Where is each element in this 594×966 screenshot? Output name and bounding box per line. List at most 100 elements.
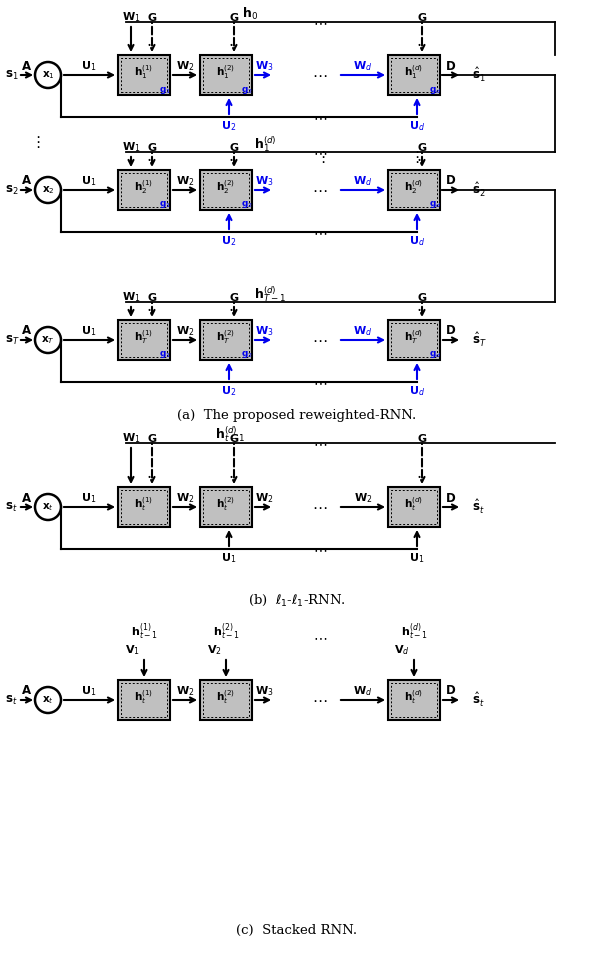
Text: $\mathbf{h}_{t-1}^{(1)}$: $\mathbf{h}_{t-1}^{(1)}$ — [131, 621, 157, 642]
Bar — [203, 323, 249, 357]
Bar — [118, 170, 170, 210]
Text: $\mathbf{U}_2$: $\mathbf{U}_2$ — [222, 119, 236, 133]
Text: $\mathbf{h}_1^{(d)}$: $\mathbf{h}_1^{(d)}$ — [405, 63, 424, 81]
Text: $\mathbf{h}_2^{(2)}$: $\mathbf{h}_2^{(2)}$ — [216, 178, 236, 196]
Text: $\mathbf{G}$: $\mathbf{G}$ — [417, 432, 427, 444]
Bar — [391, 490, 437, 524]
Text: $\cdots$: $\cdots$ — [313, 225, 327, 239]
Bar — [118, 320, 170, 360]
Text: $\cdots$: $\cdots$ — [312, 183, 328, 197]
Text: (b)  $\ell_1$-$\ell_1$-RNN.: (b) $\ell_1$-$\ell_1$-RNN. — [248, 592, 346, 608]
Text: $\mathbf{W}_2$: $\mathbf{W}_2$ — [176, 59, 194, 72]
Ellipse shape — [35, 687, 61, 713]
Text: $\mathbf{W}_3$: $\mathbf{W}_3$ — [255, 174, 273, 188]
Bar — [121, 490, 167, 524]
Text: $\mathbf{h}_{t-1}^{(d)}$: $\mathbf{h}_{t-1}^{(d)}$ — [400, 621, 428, 642]
Text: $\mathbf{W}_d$: $\mathbf{W}_d$ — [353, 325, 372, 338]
Text: (c)  Stacked RNN.: (c) Stacked RNN. — [236, 923, 358, 936]
Text: $\vdots$: $\vdots$ — [30, 134, 40, 150]
Text: $\mathbf{G}$: $\mathbf{G}$ — [147, 432, 157, 444]
Text: $\mathbf{x}_2$: $\mathbf{x}_2$ — [42, 185, 54, 196]
Text: $\mathbf{g}_2$: $\mathbf{g}_2$ — [241, 84, 253, 96]
Text: $\cdots$: $\cdots$ — [313, 110, 327, 124]
Bar — [118, 680, 170, 720]
Text: $\mathbf{D}$: $\mathbf{D}$ — [446, 492, 457, 504]
Text: $\vdots$: $\vdots$ — [315, 149, 325, 165]
Text: $\mathbf{s}_t$: $\mathbf{s}_t$ — [5, 500, 18, 514]
Text: $\mathbf{U}_1$: $\mathbf{U}_1$ — [81, 684, 97, 697]
Text: $\mathbf{W}_3$: $\mathbf{W}_3$ — [255, 325, 273, 338]
Text: $\mathbf{g}_2$: $\mathbf{g}_2$ — [241, 350, 253, 360]
Text: $\mathbf{V}_d$: $\mathbf{V}_d$ — [394, 643, 410, 657]
Text: $\mathbf{U}_1$: $\mathbf{U}_1$ — [409, 551, 425, 565]
Text: $\mathbf{G}$: $\mathbf{G}$ — [229, 291, 239, 303]
Text: $\mathbf{W}_1$: $\mathbf{W}_1$ — [122, 431, 140, 445]
Text: $\hat{\mathbf{s}}_2$: $\hat{\mathbf{s}}_2$ — [472, 181, 485, 199]
Text: $\vdots$: $\vdots$ — [409, 149, 419, 165]
Text: $\mathbf{G}$: $\mathbf{G}$ — [417, 11, 427, 23]
Text: $\mathbf{U}_2$: $\mathbf{U}_2$ — [222, 384, 236, 398]
Text: $\mathbf{h}_{t-1}^{(2)}$: $\mathbf{h}_{t-1}^{(2)}$ — [213, 621, 239, 642]
Text: $\mathbf{s}_1$: $\mathbf{s}_1$ — [5, 69, 18, 81]
Text: $\mathbf{G}$: $\mathbf{G}$ — [147, 291, 157, 303]
Text: $\mathbf{g}_1$: $\mathbf{g}_1$ — [159, 200, 171, 211]
Text: $\mathbf{h}_0$: $\mathbf{h}_0$ — [242, 6, 258, 22]
Text: $\mathbf{h}_1^{(d)}$: $\mathbf{h}_1^{(d)}$ — [254, 134, 276, 154]
Text: $\mathbf{U}_d$: $\mathbf{U}_d$ — [409, 119, 425, 133]
Text: $\mathbf{W}_2$: $\mathbf{W}_2$ — [176, 684, 194, 697]
Text: $\mathbf{g}_2$: $\mathbf{g}_2$ — [241, 200, 253, 211]
Bar — [118, 55, 170, 95]
Text: $\mathbf{G}$: $\mathbf{G}$ — [417, 141, 427, 153]
Text: $\cdots$: $\cdots$ — [312, 500, 328, 514]
Text: $\mathbf{h}_T^{(2)}$: $\mathbf{h}_T^{(2)}$ — [216, 328, 236, 346]
Text: $\cdots$: $\cdots$ — [312, 333, 328, 347]
Bar — [388, 487, 440, 527]
Text: $\mathbf{s}_t$: $\mathbf{s}_t$ — [5, 694, 18, 706]
Text: $\mathbf{h}_T^{(1)}$: $\mathbf{h}_T^{(1)}$ — [134, 328, 154, 346]
Text: $\mathbf{G}$: $\mathbf{G}$ — [147, 141, 157, 153]
Text: $\hat{\mathbf{s}}_t$: $\hat{\mathbf{s}}_t$ — [472, 497, 485, 516]
Text: $\mathbf{g}_d$: $\mathbf{g}_d$ — [429, 84, 441, 96]
Bar — [388, 55, 440, 95]
Text: $\mathbf{G}$: $\mathbf{G}$ — [229, 432, 239, 444]
Text: $\mathbf{h}_1^{(1)}$: $\mathbf{h}_1^{(1)}$ — [134, 63, 154, 81]
Text: $\mathbf{V}_1$: $\mathbf{V}_1$ — [125, 643, 140, 657]
Text: $\mathbf{A}$: $\mathbf{A}$ — [21, 60, 33, 72]
Bar — [121, 683, 167, 717]
Text: $\mathbf{h}_t^{(2)}$: $\mathbf{h}_t^{(2)}$ — [216, 495, 236, 513]
Text: $\mathbf{A}$: $\mathbf{A}$ — [21, 325, 33, 337]
Text: $\mathbf{G}$: $\mathbf{G}$ — [229, 141, 239, 153]
Bar — [391, 58, 437, 92]
Text: $\mathbf{g}_1$: $\mathbf{g}_1$ — [159, 84, 171, 96]
Text: $\mathbf{h}_T^{(d)}$: $\mathbf{h}_T^{(d)}$ — [405, 328, 424, 346]
Text: $\mathbf{g}_1$: $\mathbf{g}_1$ — [159, 350, 171, 360]
Text: $\mathbf{h}_2^{(d)}$: $\mathbf{h}_2^{(d)}$ — [405, 178, 424, 196]
Text: $\hat{\mathbf{s}}_t$: $\hat{\mathbf{s}}_t$ — [472, 691, 485, 709]
Text: $\cdots$: $\cdots$ — [313, 145, 327, 159]
Bar — [200, 170, 252, 210]
Bar — [391, 173, 437, 207]
Text: $\cdots$: $\cdots$ — [312, 693, 328, 707]
Text: $\cdots$: $\cdots$ — [313, 375, 327, 389]
Bar — [203, 490, 249, 524]
Bar — [200, 487, 252, 527]
Text: $\mathbf{U}_1$: $\mathbf{U}_1$ — [81, 59, 97, 72]
Ellipse shape — [35, 494, 61, 520]
Text: $\hat{\mathbf{s}}_1$: $\hat{\mathbf{s}}_1$ — [472, 66, 486, 84]
Text: $\mathbf{g}_d$: $\mathbf{g}_d$ — [429, 200, 441, 211]
Text: $\mathbf{W}_3$: $\mathbf{W}_3$ — [255, 684, 273, 697]
Text: $\mathbf{G}$: $\mathbf{G}$ — [417, 291, 427, 303]
Text: $\mathbf{x}_1$: $\mathbf{x}_1$ — [42, 70, 55, 81]
Ellipse shape — [35, 327, 61, 353]
Text: $\mathbf{x}_t$: $\mathbf{x}_t$ — [42, 501, 54, 513]
Text: $\mathbf{x}_t$: $\mathbf{x}_t$ — [42, 695, 54, 706]
Bar — [200, 320, 252, 360]
Text: $\mathbf{h}_t^{(d)}$: $\mathbf{h}_t^{(d)}$ — [405, 688, 424, 706]
Text: $\mathbf{W}_2$: $\mathbf{W}_2$ — [176, 325, 194, 338]
Text: $\mathbf{D}$: $\mathbf{D}$ — [446, 685, 457, 697]
Text: $\mathbf{W}_d$: $\mathbf{W}_d$ — [353, 59, 372, 72]
Text: $\mathbf{h}_t^{(1)}$: $\mathbf{h}_t^{(1)}$ — [134, 688, 154, 706]
Bar — [121, 58, 167, 92]
Bar — [203, 58, 249, 92]
Text: $\mathbf{W}_2$: $\mathbf{W}_2$ — [255, 491, 273, 505]
